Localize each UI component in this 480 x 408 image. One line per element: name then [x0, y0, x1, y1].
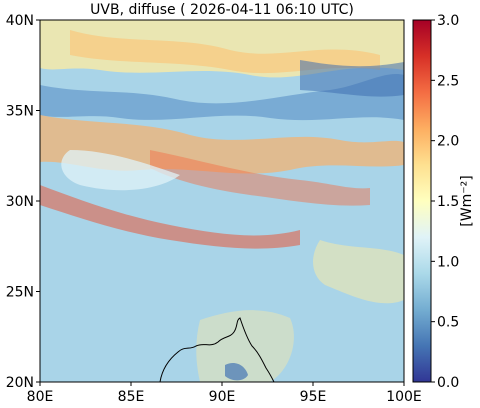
map-axes: 80E 85E 90E 95E 100E 40N 35N 30N 25N 20N [6, 13, 422, 405]
uvb-field-cloud-ne [300, 60, 404, 97]
colorbar-tick-label: 0.0 [437, 375, 459, 391]
colorbar-ticks: 3.0 2.5 2.0 1.5 1.0 0.5 0.0 [431, 13, 459, 391]
colorbar-tick-label: 1.0 [437, 254, 459, 270]
uvb-field-plateau-red [150, 150, 370, 206]
colorbar-tick-label: 3.0 [437, 13, 459, 29]
uvb-field-south [196, 310, 294, 382]
colorbar-tick-label: 1.5 [437, 194, 459, 210]
x-tick-label: 95E [300, 389, 327, 405]
colorbar-tick-label: 0.5 [437, 315, 459, 331]
colorbar [412, 19, 432, 383]
x-tick-label: 90E [209, 389, 236, 405]
y-tick-label: 30N [6, 194, 34, 210]
uvb-field-east [313, 240, 404, 304]
map-area [40, 20, 404, 382]
y-tick-label: 40N [6, 13, 34, 29]
x-tick-label: 85E [118, 389, 145, 405]
uvb-field-south-cloud [225, 363, 248, 381]
uvb-field-cloud-band [40, 74, 404, 121]
colorbar-tick-label: 2.0 [437, 134, 459, 150]
uvb-field-plateau-pale [61, 150, 180, 191]
x-tick-label: 100E [386, 389, 422, 405]
coastline [159, 317, 275, 382]
y-tick-label: 35N [6, 104, 34, 120]
uvb-field-himalaya-ridge [40, 185, 300, 249]
x-tick-label: 80E [27, 389, 54, 405]
y-tick-label: 25N [6, 285, 34, 301]
map-title: UVB, diffuse ( 2026-04-11 06:10 UTC) [90, 2, 354, 18]
y-tick-label: 20N [6, 375, 34, 391]
uvb-field-plateau [40, 115, 404, 174]
colorbar-tick-label: 2.5 [437, 73, 459, 89]
colorbar-label: [Wm⁻²] [459, 175, 475, 226]
